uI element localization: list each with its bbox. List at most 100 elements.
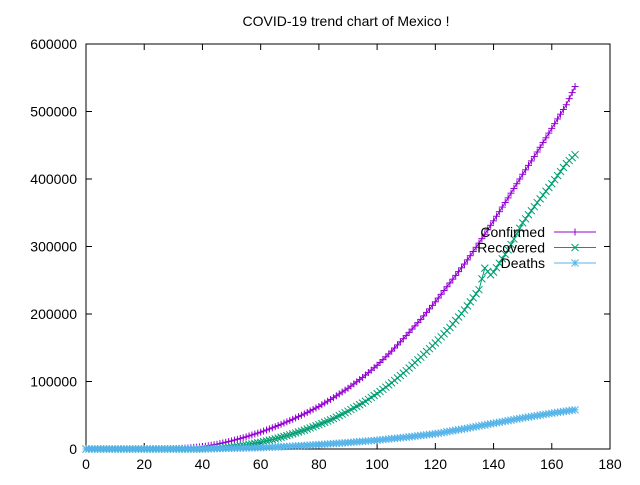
data-point [408, 325, 416, 333]
data-point [475, 239, 483, 247]
data-point [303, 408, 311, 416]
data-point [399, 335, 407, 343]
data-point [559, 163, 568, 172]
data-point [262, 437, 271, 445]
data-point [297, 411, 305, 419]
data-point [434, 294, 442, 302]
data-point [414, 319, 422, 327]
data-point [292, 414, 300, 422]
x-tick-label: 100 [365, 456, 389, 472]
data-point [423, 308, 431, 316]
data-point [530, 202, 539, 211]
data-point [274, 434, 282, 442]
data-point [518, 219, 527, 227]
data-point [277, 420, 285, 428]
data-point [545, 183, 553, 192]
data-point [271, 435, 280, 443]
data-point [524, 210, 533, 219]
data-point [530, 152, 538, 160]
data-point [265, 425, 273, 433]
data-point [507, 189, 515, 197]
legend-label: Confirmed [480, 224, 545, 240]
data-point [248, 431, 256, 439]
data-point [553, 171, 562, 180]
data-point [280, 432, 288, 441]
data-point [393, 341, 401, 349]
data-point [510, 415, 518, 424]
data-point [501, 250, 510, 259]
data-point [306, 407, 314, 415]
legend-marker [571, 243, 579, 252]
data-point [396, 338, 404, 346]
data-point [286, 417, 294, 425]
data-point [402, 332, 410, 340]
data-point [288, 430, 297, 438]
data-point [379, 356, 387, 364]
data-point [239, 434, 247, 442]
data-point [481, 230, 489, 238]
data-point [300, 410, 308, 418]
legend-item-confirmed: Confirmed [480, 224, 596, 240]
data-point [426, 305, 434, 313]
data-point [507, 240, 515, 249]
data-point [512, 229, 521, 238]
data-point [446, 279, 454, 287]
data-point [420, 312, 428, 320]
y-tick-label: 100000 [30, 374, 77, 390]
data-point [452, 271, 460, 279]
data-point [268, 435, 277, 444]
data-point [562, 101, 570, 109]
data-point [472, 289, 480, 298]
data-point [472, 243, 480, 251]
x-tick-label: 120 [424, 456, 448, 472]
data-point [260, 427, 268, 435]
data-point [527, 206, 536, 215]
y-tick-label: 500000 [30, 104, 77, 120]
x-tick-label: 20 [136, 456, 152, 472]
data-point [536, 194, 544, 203]
data-point [571, 150, 579, 159]
data-point [539, 191, 547, 199]
data-point [283, 418, 291, 426]
data-point [542, 134, 550, 142]
data-point [557, 110, 565, 118]
data-point [324, 397, 332, 405]
data-point [521, 214, 530, 223]
data-point [285, 430, 294, 439]
data-point [536, 143, 544, 151]
data-point [522, 166, 530, 174]
data-point [475, 285, 483, 294]
data-point [490, 217, 498, 225]
data-point [437, 290, 445, 298]
legend-label: Recovered [477, 240, 545, 256]
data-point [478, 275, 486, 283]
data-point [565, 95, 573, 103]
data-point [405, 328, 413, 336]
data-point [504, 194, 512, 202]
data-point [510, 235, 518, 243]
data-point [539, 139, 547, 147]
data-point [373, 361, 381, 369]
data-point [492, 263, 501, 272]
data-point [268, 424, 276, 432]
data-point [495, 208, 503, 216]
data-point [417, 315, 425, 323]
data-point [321, 399, 329, 407]
data-point [469, 247, 477, 255]
series-recovered [82, 150, 579, 453]
data-point [295, 413, 303, 421]
x-tick-label: 60 [253, 456, 269, 472]
data-point [320, 418, 329, 427]
data-point [411, 322, 419, 330]
series-line [86, 154, 576, 450]
data-point [262, 426, 270, 434]
legend-item-deaths: Deaths [501, 255, 596, 271]
data-point [315, 402, 323, 410]
chart-title: COVID-19 trend chart of Mexico ! [243, 13, 450, 29]
data-point [428, 301, 436, 309]
data-point [449, 275, 457, 283]
data-point [440, 287, 448, 295]
x-tick-label: 140 [482, 456, 506, 472]
